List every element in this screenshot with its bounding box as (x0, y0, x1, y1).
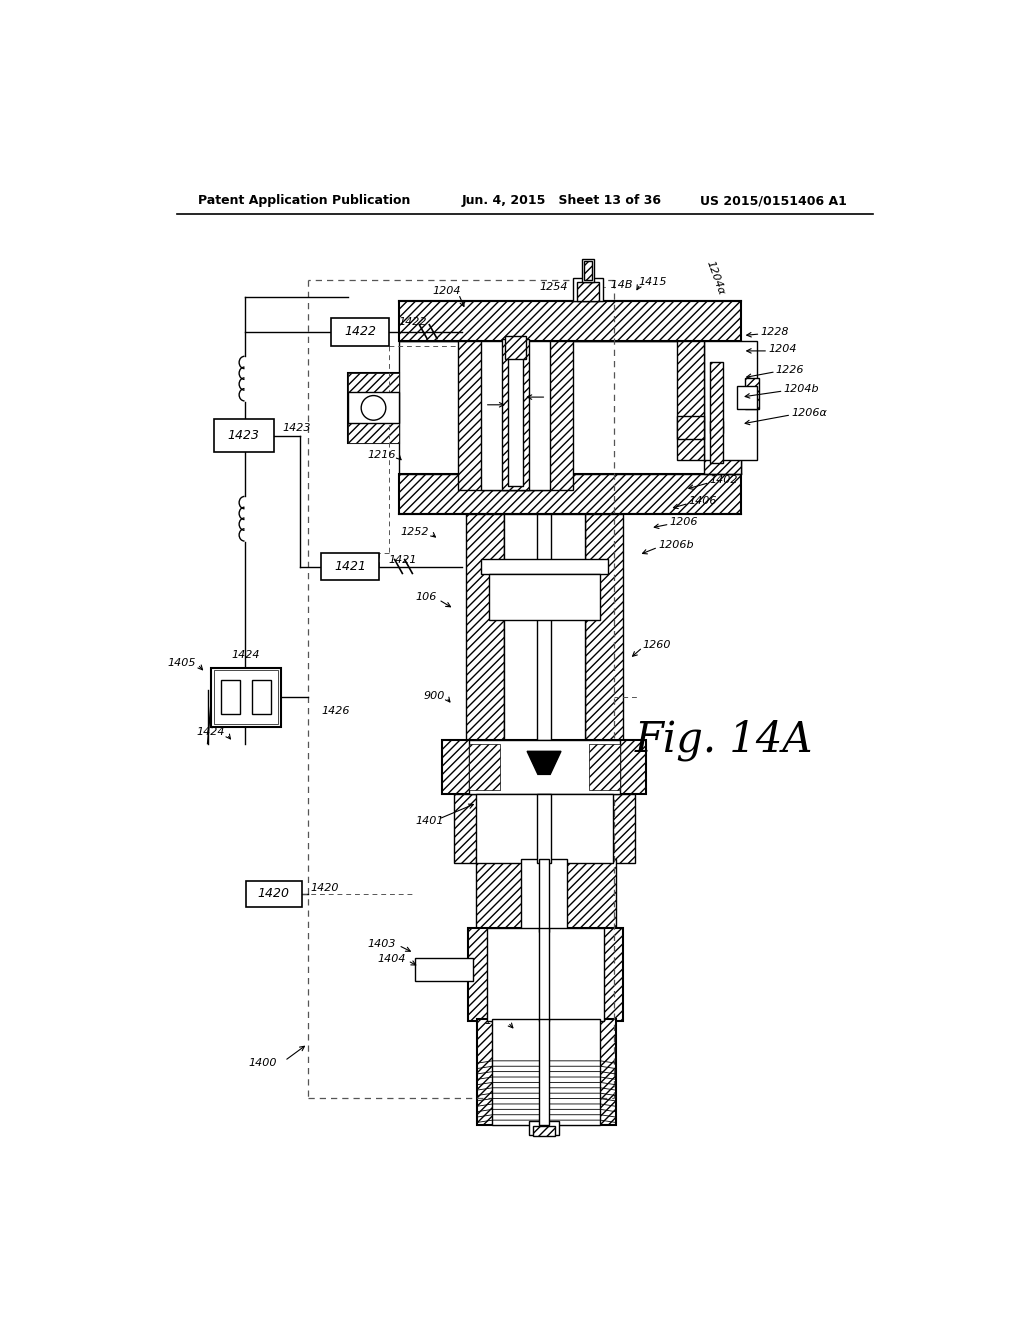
Text: 1422: 1422 (398, 317, 427, 326)
Bar (348, 392, 398, 424)
Text: 1421: 1421 (388, 556, 417, 565)
Text: 1204b: 1204b (783, 384, 819, 395)
Bar (572, 277, 603, 301)
Bar (221, 681, 240, 714)
Text: 1406: 1406 (689, 496, 717, 506)
Text: 1260: 1260 (643, 640, 671, 649)
Bar (246, 880, 301, 907)
Bar (211, 668, 281, 726)
Bar (481, 558, 608, 574)
Bar (331, 318, 389, 346)
Text: 1204: 1204 (432, 286, 461, 296)
Bar (475, 793, 613, 863)
Bar (442, 739, 646, 793)
Text: 1426: 1426 (322, 706, 350, 717)
Bar (252, 681, 270, 714)
Bar (737, 385, 757, 409)
Text: 1422: 1422 (344, 325, 376, 338)
Bar (589, 743, 620, 789)
Bar (469, 739, 620, 793)
Bar (534, 1126, 555, 1137)
Bar (493, 1019, 600, 1125)
Bar (705, 341, 757, 461)
Bar (508, 343, 523, 486)
Bar (539, 859, 550, 932)
Bar (528, 1121, 559, 1135)
Text: 1405: 1405 (168, 657, 196, 668)
Text: 1206α: 1206α (792, 408, 827, 417)
Text: 1423: 1423 (227, 429, 260, 442)
Text: Jun. 4, 2015   Sheet 13 of 36: Jun. 4, 2015 Sheet 13 of 36 (462, 194, 662, 207)
Bar (348, 424, 398, 442)
Bar (322, 553, 379, 581)
Bar (538, 793, 551, 863)
Bar (487, 928, 604, 1020)
Text: 1415: 1415 (639, 277, 668, 286)
Text: 1228: 1228 (761, 326, 788, 337)
Text: 1402: 1402 (710, 475, 738, 486)
Bar (582, 259, 594, 281)
Text: 900: 900 (423, 690, 444, 701)
Text: 1424: 1424 (231, 651, 260, 660)
Bar (677, 416, 705, 440)
Bar (469, 743, 500, 789)
Bar (214, 420, 273, 451)
Bar (466, 513, 504, 739)
Text: Patent Application Publication: Patent Application Publication (198, 194, 410, 207)
Bar (214, 671, 279, 725)
Bar (677, 341, 705, 461)
Bar (711, 363, 723, 462)
Bar (585, 513, 624, 739)
Bar (710, 421, 724, 433)
Text: Fig. 14B: Fig. 14B (587, 280, 632, 290)
Text: Fig. 14A: Fig. 14A (634, 719, 813, 760)
Text: 1423: 1423 (283, 422, 310, 433)
Bar (578, 281, 599, 301)
Bar (584, 261, 592, 280)
Text: 1216: 1216 (368, 450, 396, 459)
Bar (505, 335, 526, 359)
Bar (539, 928, 550, 1020)
Text: 1424: 1424 (196, 727, 224, 737)
Bar (504, 513, 585, 739)
Bar (416, 958, 473, 981)
Bar (502, 339, 529, 490)
Bar (488, 574, 600, 620)
Text: 1401: 1401 (416, 816, 444, 825)
Bar (348, 374, 398, 442)
Bar (705, 341, 741, 474)
Bar (521, 859, 567, 932)
Bar (745, 378, 759, 409)
Text: 1206b: 1206b (658, 540, 693, 550)
Bar (458, 341, 573, 490)
Text: 1204: 1204 (768, 345, 797, 354)
Text: 1204α: 1204α (705, 259, 726, 296)
Text: 1254: 1254 (540, 282, 568, 292)
Text: 1421: 1421 (334, 560, 366, 573)
Text: 1400: 1400 (249, 1059, 276, 1068)
Text: 1420: 1420 (258, 887, 290, 900)
Bar (481, 341, 550, 490)
Bar (539, 1019, 550, 1125)
Bar (398, 341, 741, 474)
Bar (398, 474, 741, 515)
Bar (468, 928, 624, 1020)
Text: 1252: 1252 (400, 527, 429, 537)
Polygon shape (527, 751, 561, 775)
Text: 1404: 1404 (378, 954, 407, 964)
Bar (475, 859, 615, 932)
Bar (398, 301, 741, 341)
Bar (454, 793, 635, 863)
Text: 1226: 1226 (776, 366, 804, 375)
Text: 1206: 1206 (670, 517, 698, 527)
Text: 108: 108 (485, 1016, 506, 1026)
Text: 1403: 1403 (368, 939, 396, 949)
Bar (538, 513, 551, 739)
Text: 1420: 1420 (310, 883, 339, 892)
Text: 106: 106 (416, 593, 437, 602)
Text: US 2015/0151406 A1: US 2015/0151406 A1 (700, 194, 847, 207)
Bar (477, 1019, 615, 1125)
Bar (348, 374, 398, 392)
